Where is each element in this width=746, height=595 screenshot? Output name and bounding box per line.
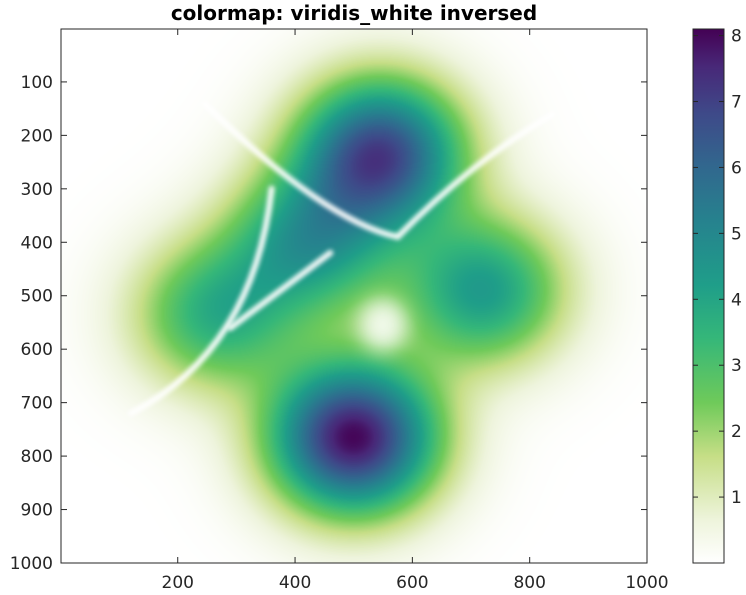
colorbar-tick-label: 8 [731,27,742,47]
y-tick-label: 600 [21,340,53,360]
y-tick-label: 800 [21,447,53,467]
colorbar-tick-label: 6 [731,158,742,178]
colorbar-tick-label: 1 [731,488,742,508]
colorbar-tick-label: 2 [731,422,742,442]
colorbar-tick-label: 3 [731,356,742,376]
colorbar-tick-label: 5 [731,224,742,244]
colorbar: 1 2 3 4 5 6 7 8 [692,27,742,564]
heatmap-plot-area [60,28,648,564]
heatmap-image [61,29,647,563]
x-tick-label: 800 [513,573,545,593]
colorbar-tick-label: 7 [731,93,742,113]
x-tick-label: 200 [162,573,194,593]
colorbar-tick-label: 4 [731,290,742,310]
x-tick-label: 400 [279,573,311,593]
y-tick-label: 400 [21,233,53,253]
chart-title: colormap: viridis_white inversed [171,1,537,25]
y-tick-label: 900 [21,501,53,521]
colorbar-ticks: 1 2 3 4 5 6 7 8 [693,27,742,508]
x-tick-label: 600 [396,573,428,593]
colorbar-gradient [692,28,725,564]
y-tick-label: 300 [21,180,53,200]
y-tick-label: 100 [21,73,53,93]
y-tick-label: 500 [21,287,53,307]
x-tick-label: 1000 [625,573,668,593]
y-tick-label: 1000 [10,554,53,574]
y-tick-label: 200 [21,126,53,146]
y-axis: 100 200 300 400 500 600 700 800 900 1000 [10,73,647,574]
x-axis: 200 400 600 800 1000 [162,29,669,593]
y-tick-label: 700 [21,394,53,414]
